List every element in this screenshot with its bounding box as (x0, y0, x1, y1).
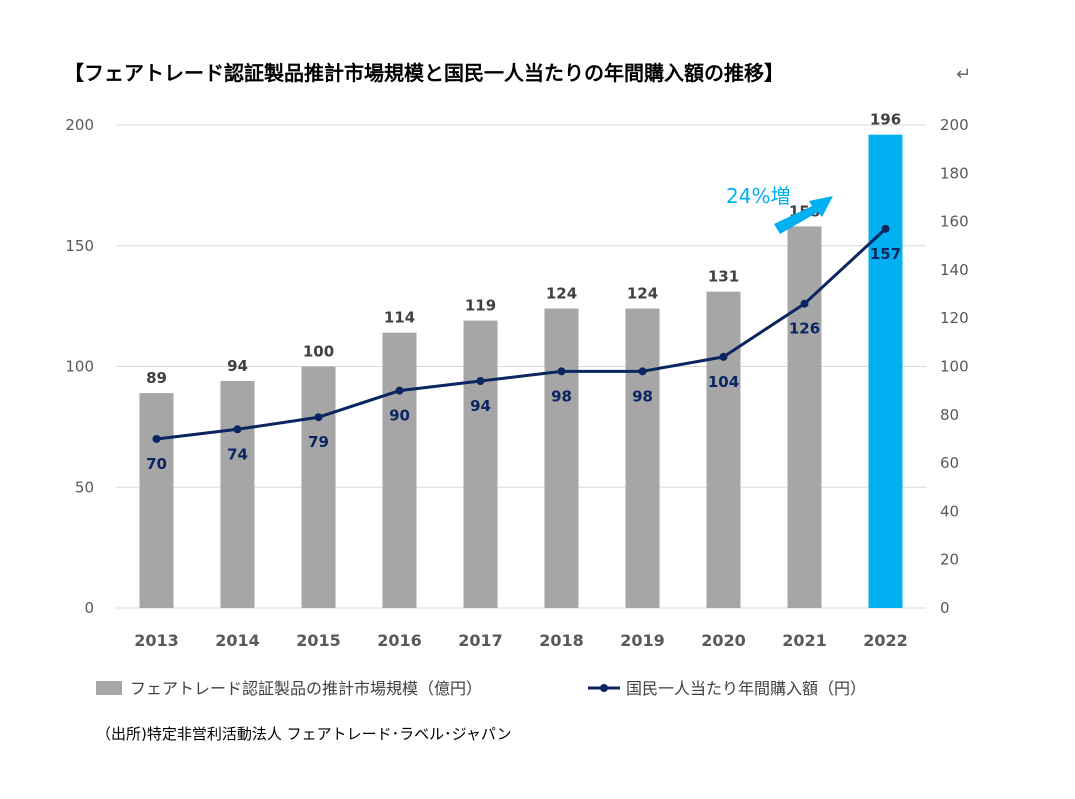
legend: フェアトレード認証製品の推計市場規模（億円） 国民一人当たり年間購入額（円） (96, 679, 866, 698)
bar (706, 291, 741, 608)
right-tick-label: 120 (940, 309, 969, 327)
line-value-label: 70 (146, 455, 167, 473)
bar-value-label: 131 (708, 268, 739, 286)
line-point (557, 367, 566, 376)
line-point (395, 386, 404, 395)
bar-series: 8994100114119124124131158196 (139, 111, 903, 608)
bar (301, 366, 336, 608)
line-value-label: 90 (389, 407, 410, 425)
bar (139, 393, 174, 608)
line-point (233, 425, 242, 434)
left-tick-label: 50 (75, 478, 94, 496)
source-note: （出所)特定非営利活動法人 フェアトレード･ラベル･ジャパン (96, 725, 512, 743)
bar-value-label: 94 (227, 357, 248, 375)
legend-line-marker (600, 684, 608, 692)
legend-line-label: 国民一人当たり年間購入額（円） (626, 679, 866, 698)
right-tick-label: 80 (940, 406, 959, 424)
left-tick-label: 100 (65, 358, 94, 376)
line-path (156, 227, 887, 441)
bar (625, 308, 660, 608)
bar (220, 380, 255, 608)
line-point (881, 224, 890, 233)
right-tick-label: 60 (940, 454, 959, 472)
line-point (152, 434, 161, 443)
right-tick-label: 140 (940, 261, 969, 279)
line-series: 70 74 79 90 94 98 98 104 126 157 (146, 224, 901, 473)
x-tick-label: 2017 (458, 631, 503, 650)
line-value-label: 74 (227, 445, 248, 463)
growth-label: 24%増 (726, 184, 790, 208)
right-tick-label: 20 (940, 551, 959, 569)
bar-value-label: 124 (627, 285, 658, 303)
x-tick-label: 2016 (377, 631, 422, 650)
bar-value-label: 119 (465, 297, 496, 315)
right-tick-label: 100 (940, 358, 969, 376)
x-tick-label: 2021 (782, 631, 827, 650)
left-axis: 0 50 100 150 200 (65, 116, 94, 617)
x-tick-label: 2018 (539, 631, 584, 650)
line-value-label: 98 (632, 387, 653, 405)
line-value-label: 126 (789, 320, 820, 338)
bar-value-label: 100 (303, 343, 334, 361)
bar-value-label: 89 (146, 369, 167, 387)
x-tick-label: 2013 (134, 631, 179, 650)
left-tick-label: 200 (65, 116, 94, 134)
line-value-label: 94 (470, 397, 491, 415)
bar-value-label: 124 (546, 285, 577, 303)
right-tick-label: 180 (940, 164, 969, 182)
growth-arrow-icon (774, 196, 833, 234)
left-tick-label: 150 (65, 237, 94, 255)
x-tick-label: 2022 (863, 631, 908, 650)
return-mark: ↵ (956, 64, 971, 85)
right-tick-label: 160 (940, 213, 969, 231)
x-tick-label: 2014 (215, 631, 260, 650)
growth-annotation: 24%増 (726, 184, 833, 234)
x-tick-label: 2015 (296, 631, 341, 650)
bar (463, 320, 498, 608)
line-point (638, 367, 647, 376)
x-tick-label: 2019 (620, 631, 665, 650)
line-point (476, 376, 485, 385)
legend-bar-label: フェアトレード認証製品の推計市場規模（億円） (130, 679, 482, 698)
right-tick-label: 200 (940, 116, 969, 134)
line-value-label: 157 (870, 245, 901, 263)
bar (544, 308, 579, 608)
line-point (800, 299, 809, 308)
legend-bar-swatch (96, 681, 122, 695)
right-tick-label: 0 (940, 599, 950, 617)
bar-value-label: 196 (870, 111, 901, 129)
left-tick-label: 0 (84, 599, 94, 617)
line-point (719, 352, 728, 361)
line-point (314, 413, 323, 422)
line-value-label: 79 (308, 433, 329, 451)
bar (382, 332, 417, 608)
right-axis: 0 20 40 60 80 100 120 140 160 180 200 (940, 116, 969, 617)
bar (868, 134, 903, 608)
x-axis: 2013 2014 2015 2016 2017 2018 2019 2020 2021 2022 (134, 631, 908, 650)
chart-title: 【フェアトレード認証製品推計市場規模と国民一人当たりの年間購入額の推移】 (64, 61, 784, 85)
right-tick-label: 40 (940, 502, 959, 520)
line-value-label: 104 (708, 373, 739, 391)
line-value-label: 98 (551, 387, 572, 405)
x-tick-label: 2020 (701, 631, 746, 650)
bar (787, 226, 822, 608)
bar-value-label: 114 (384, 309, 415, 327)
